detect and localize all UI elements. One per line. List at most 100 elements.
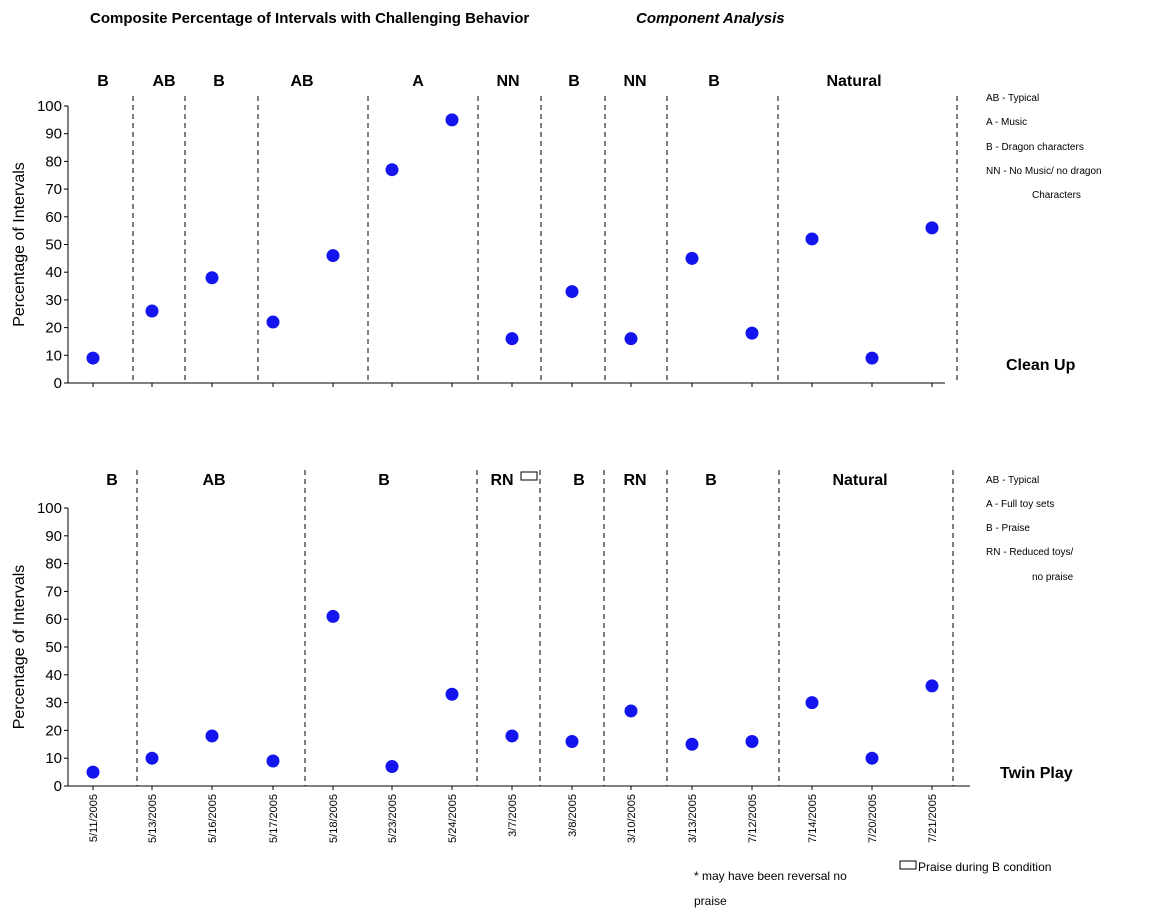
data-point <box>925 221 939 235</box>
y-tick-label: 10 <box>45 347 62 364</box>
phase-label: Natural <box>832 472 887 489</box>
data-point <box>685 251 699 265</box>
phase-label: RN <box>623 472 646 489</box>
data-point <box>205 271 219 285</box>
legend-entry: RN - Reduced toys/ <box>986 547 1073 558</box>
y-tick-label: 20 <box>45 722 62 739</box>
x-axis-dates: 5/11/2005 5/13/2005 5/16/2005 5/17/2005 5/18… <box>88 794 939 843</box>
y-tick-label: 50 <box>45 237 62 254</box>
data-point <box>565 735 579 749</box>
y-tick-label: 0 <box>54 375 62 392</box>
phase-label: B <box>378 472 390 489</box>
phase-label: B <box>106 472 118 489</box>
data-point <box>505 332 519 346</box>
data-point <box>745 735 759 749</box>
legend-entry: no praise <box>1032 572 1074 583</box>
legend-entry: B - Dragon characters <box>986 142 1084 153</box>
chart-subtitle: Component Analysis <box>636 10 785 27</box>
phase-label: Natural <box>826 73 881 90</box>
data-point <box>865 351 879 365</box>
data-point <box>745 326 759 340</box>
y-tick-label: 70 <box>45 583 62 600</box>
x-tick-label: 7/14/2005 <box>807 794 819 843</box>
data-point <box>565 285 579 299</box>
phase-label: B <box>213 73 225 90</box>
data-point <box>145 751 159 765</box>
data-point <box>266 315 280 329</box>
praise-marker <box>520 471 538 481</box>
x-tick-label: 5/11/2005 <box>88 794 100 842</box>
phase-label: NN <box>623 73 646 90</box>
y-tick-label: 40 <box>45 264 62 281</box>
x-tick-label: 3/13/2005 <box>687 794 699 843</box>
x-tick-label: 5/16/2005 <box>207 794 219 843</box>
x-tick-label: 7/20/2005 <box>867 794 879 843</box>
y-tick-label: 50 <box>45 639 62 656</box>
data-point <box>205 729 219 743</box>
chart-title: Composite Percentage of Intervals with C… <box>90 10 529 27</box>
data-point <box>385 163 399 177</box>
y-tick-label: 30 <box>45 292 62 309</box>
data-point <box>925 679 939 693</box>
praise-marker-legend <box>899 860 917 870</box>
y-tick-label: 20 <box>45 320 62 337</box>
x-tick-label: 5/17/2005 <box>268 794 280 843</box>
x-tick-label: 3/7/2005 <box>507 794 519 837</box>
y-tick-label: 80 <box>45 556 62 573</box>
x-tick-label: 3/8/2005 <box>567 794 579 837</box>
y-tick-label: 60 <box>45 209 62 226</box>
data-point <box>326 249 340 263</box>
legend-entry: AB - Typical <box>986 475 1039 486</box>
y-tick-label: 40 <box>45 667 62 684</box>
twin-play-panel: 0 10 20 30 40 50 60 70 80 90 100 Percentage of Inte… <box>11 470 1074 795</box>
phase-label: AB <box>290 73 313 90</box>
setting-label: Twin Play <box>1000 765 1073 782</box>
data-point <box>266 754 280 768</box>
x-tick-label: 5/18/2005 <box>328 794 340 843</box>
legend-entry: Characters <box>1032 190 1081 201</box>
x-tick-label: 5/13/2005 <box>147 794 159 843</box>
legend-entry: NN - No Music/ no dragon <box>986 166 1102 177</box>
data-point <box>805 696 819 710</box>
data-point <box>145 304 159 318</box>
y-tick-label: 90 <box>45 126 62 143</box>
phase-label: B <box>708 73 720 90</box>
x-tick-label: 7/21/2005 <box>927 794 939 843</box>
data-point <box>505 729 519 743</box>
legend-entry: B - Praise <box>986 523 1030 534</box>
data-point <box>445 687 459 701</box>
reversal-note-cont: praise <box>694 894 727 908</box>
phase-label: B <box>568 73 580 90</box>
data-point <box>86 765 100 779</box>
y-tick-label: 30 <box>45 695 62 712</box>
x-tick-label: 5/24/2005 <box>447 794 459 843</box>
data-point <box>865 751 879 765</box>
phase-label: B <box>97 73 109 90</box>
phase-label: A <box>412 73 424 90</box>
legend-entry: A - Full toy sets <box>986 499 1054 510</box>
data-point <box>86 351 100 365</box>
x-tick-label: 5/23/2005 <box>387 794 399 843</box>
x-tick-label: 3/10/2005 <box>626 794 638 843</box>
phase-label: RN <box>490 472 513 489</box>
setting-label: Clean Up <box>1006 357 1076 374</box>
legend-entry: AB - Typical <box>986 93 1039 104</box>
data-point <box>326 609 340 623</box>
phase-label: B <box>705 472 717 489</box>
data-point <box>445 113 459 127</box>
phase-label: B <box>573 472 585 489</box>
phase-label: AB <box>152 73 175 90</box>
y-tick-label: 100 <box>37 500 62 517</box>
y-tick-label: 70 <box>45 181 62 198</box>
praise-note: Praise during B condition <box>918 860 1051 874</box>
phase-label: AB <box>202 472 225 489</box>
data-point <box>385 760 399 774</box>
x-tick-label: 7/12/2005 <box>747 794 759 843</box>
phase-label: NN <box>496 73 519 90</box>
legend-entry: A - Music <box>986 117 1027 128</box>
y-tick-label: 60 <box>45 611 62 628</box>
y-tick-label: 0 <box>54 778 62 795</box>
y-tick-label: 100 <box>37 98 62 115</box>
reversal-note: * may have been reversal no <box>694 869 847 883</box>
